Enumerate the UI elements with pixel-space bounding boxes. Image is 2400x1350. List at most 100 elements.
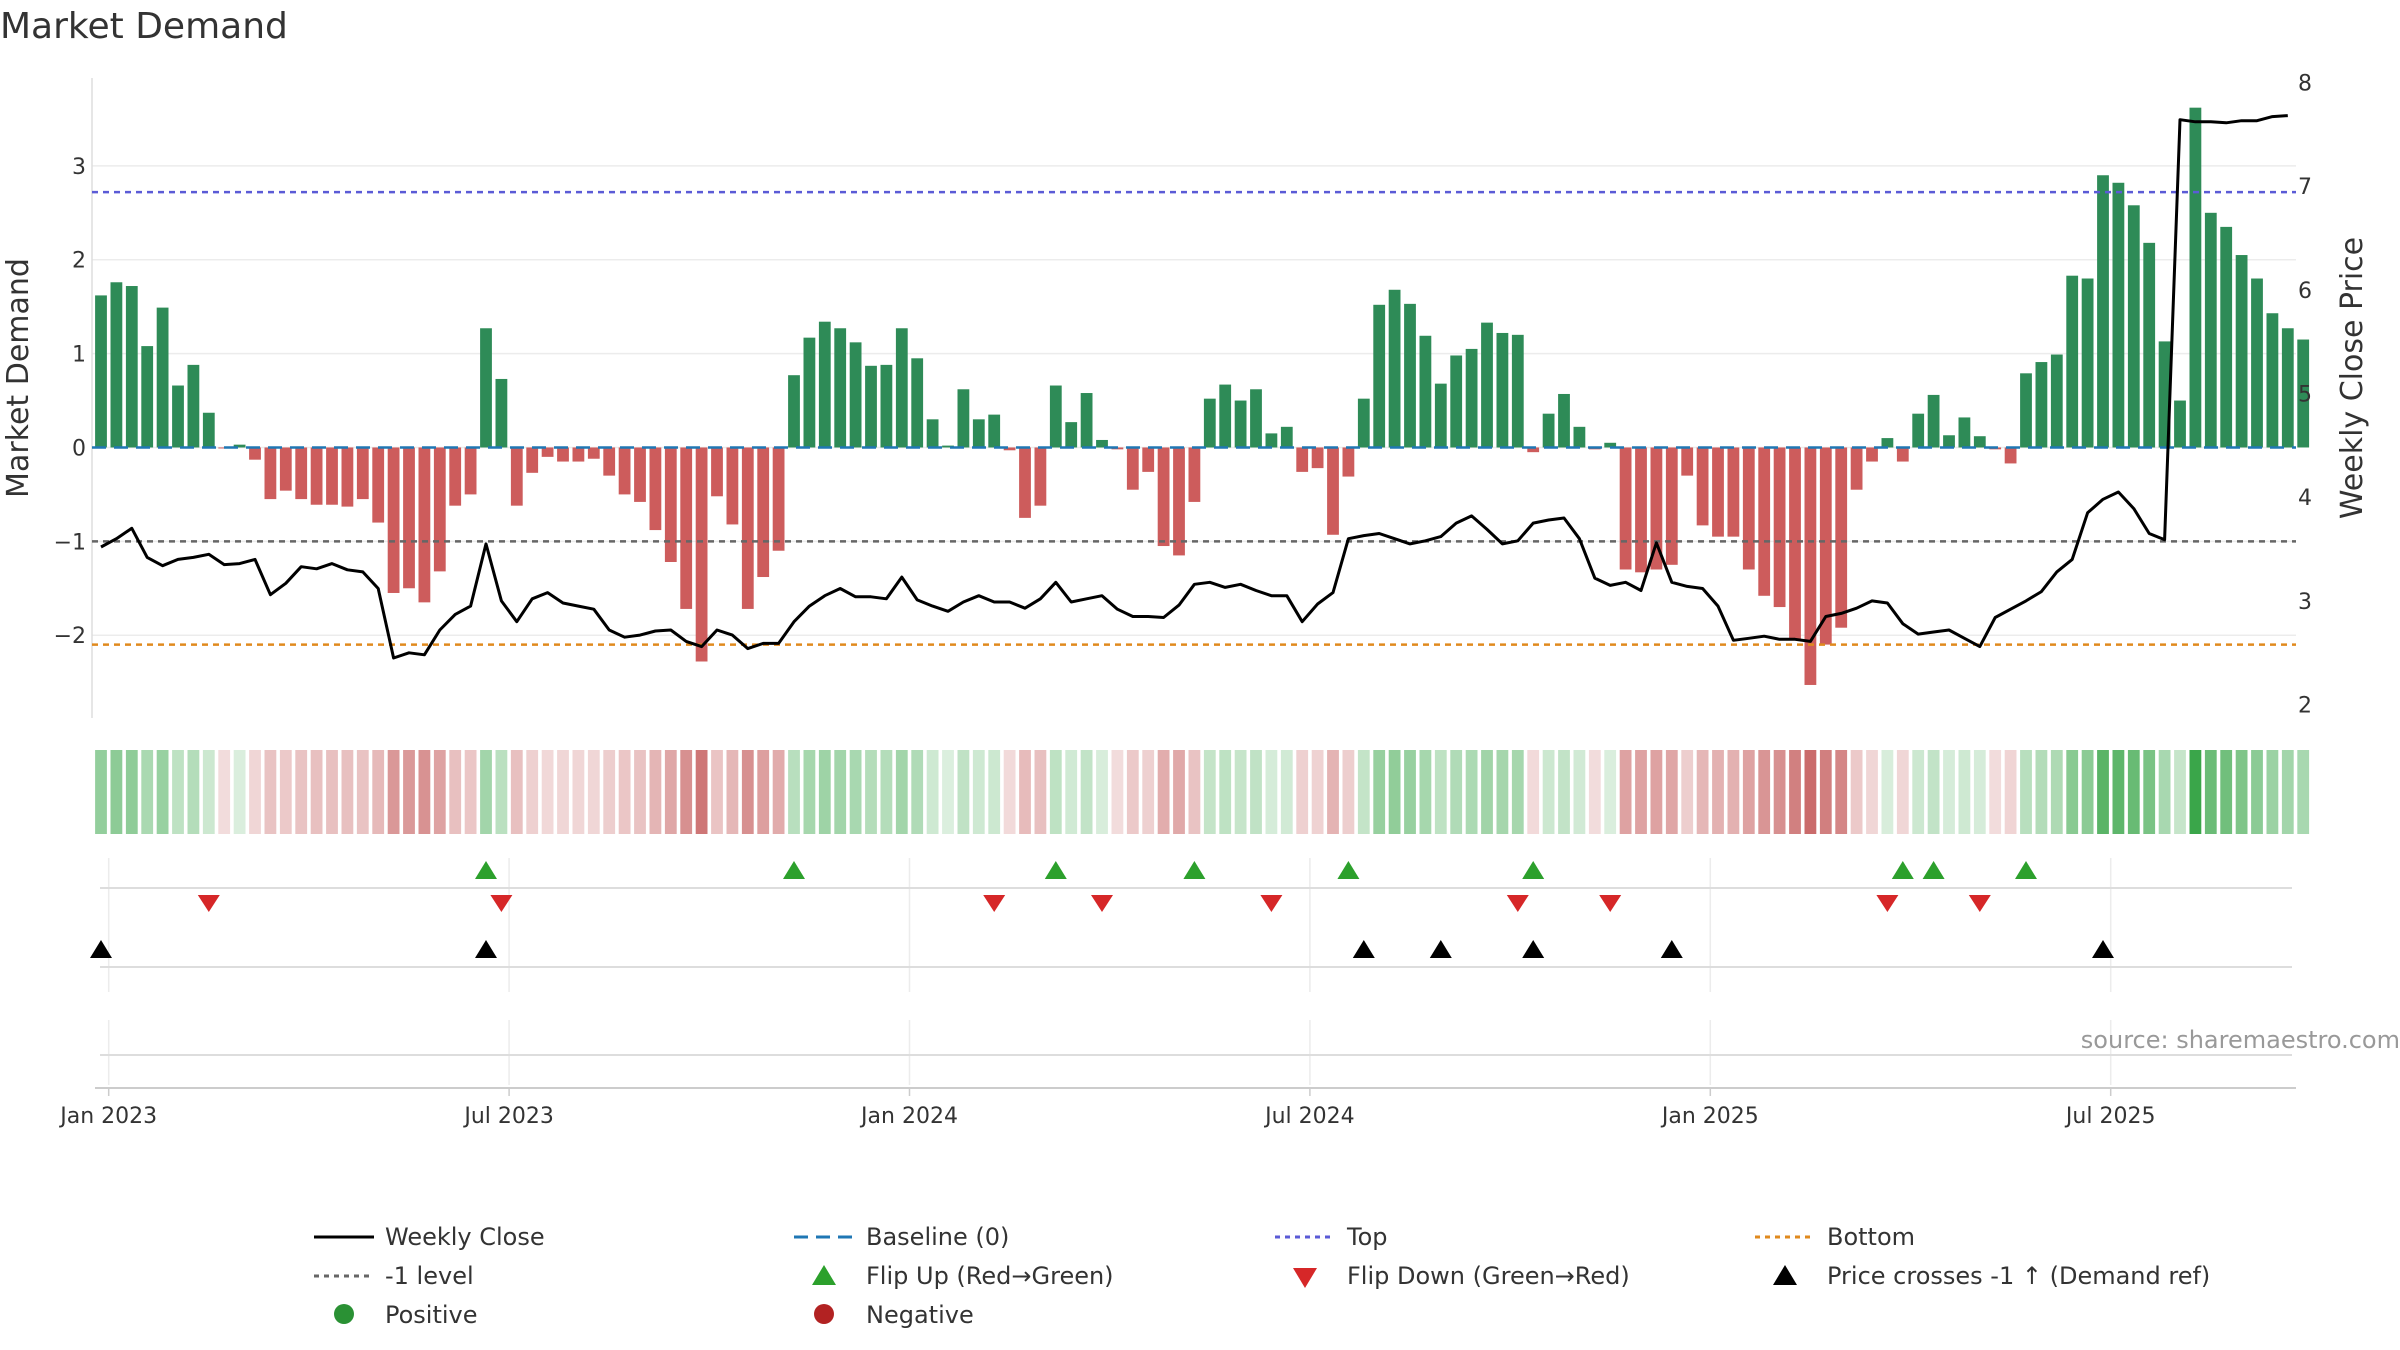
heat-cell (187, 750, 200, 834)
flip-down-marker (1506, 895, 1529, 912)
heat-cell (1188, 750, 1201, 834)
heat-cell (1958, 750, 1971, 834)
y-tick-label: 0 (72, 436, 86, 461)
demand-bar (2297, 339, 2310, 448)
demand-bar (1511, 334, 1524, 448)
demand-bar (2266, 313, 2279, 448)
legend-label-minus-one: -1 level (385, 1262, 474, 1290)
demand-bar (2174, 400, 2186, 448)
y2-tick-label: 6 (2298, 279, 2312, 304)
demand-bar (464, 447, 477, 495)
demand-bar (541, 447, 554, 457)
demand-bar (1280, 426, 1293, 448)
demand-bar (495, 378, 508, 448)
y2-tick-label: 5 (2298, 383, 2312, 408)
flip-up-marker (783, 861, 805, 879)
heat-cell (1219, 750, 1232, 834)
demand-bar (1573, 426, 1586, 448)
demand-bar (1650, 447, 1663, 570)
heat-cell (926, 750, 939, 834)
y2-tick-label: 7 (2298, 175, 2312, 200)
heat-cell (880, 750, 893, 834)
demand-bar (772, 447, 785, 551)
legend-swatch-flip-up (812, 1265, 836, 1285)
heat-cell (803, 750, 816, 834)
heat-cell (1819, 750, 1832, 834)
demand-bar (1419, 335, 1432, 448)
heat-cell (1511, 750, 1524, 834)
heat-cell (295, 750, 308, 834)
heat-cell (788, 750, 800, 834)
heat-cell (2035, 750, 2048, 834)
heat-cell (2127, 750, 2140, 834)
heat-cell (988, 750, 1001, 834)
demand-bar (1142, 447, 1155, 472)
demand-bar (1912, 413, 1925, 448)
heat-cell (757, 750, 770, 834)
heat-cell (2297, 750, 2310, 834)
demand-bar (2112, 182, 2125, 448)
x-tick-label: Jan 2025 (1660, 1104, 1759, 1129)
demand-bar (1296, 447, 1309, 472)
demand-bar (510, 447, 523, 506)
level-lines (92, 190, 2296, 646)
demand-bar (834, 328, 847, 448)
heat-cell (1804, 750, 1817, 834)
demand-bar (1049, 385, 1062, 448)
demand-bar (664, 447, 677, 562)
legend-item-weekly-close: Weekly Close (314, 1223, 545, 1251)
heat-cell (2143, 750, 2156, 834)
demand-bar (1065, 422, 1078, 448)
heat-cell (895, 750, 908, 834)
heat-cell (1019, 750, 1031, 834)
legend-swatch-flip-down (1293, 1268, 1317, 1288)
heat-cell (1758, 750, 1771, 834)
x-tick-label: Jan 2024 (859, 1104, 958, 1129)
flip-down-marker (1091, 895, 1113, 912)
demand-bar (1496, 332, 1509, 448)
heat-cell (1912, 750, 1925, 834)
demand-bar (1203, 398, 1216, 448)
heat-cell (1203, 750, 1216, 834)
heat-cell (834, 750, 847, 834)
demand-bar (757, 447, 770, 578)
demand-bar (1850, 447, 1863, 490)
legend-item-positive: Positive (334, 1301, 478, 1329)
y2-tick-label: 2 (2298, 694, 2312, 719)
demand-bar (2189, 107, 2202, 448)
demand-bar (2020, 373, 2032, 448)
heat-cell (1003, 750, 1016, 834)
legend-item-negative: Negative (814, 1301, 974, 1329)
demand-bar (1434, 383, 1447, 448)
y2-tick-label: 8 (2298, 71, 2312, 96)
heat-cell (818, 750, 831, 834)
legend-item-flip-up: Flip Up (Red→Green) (812, 1262, 1114, 1290)
flip-down-marker (983, 895, 1006, 912)
demand-bar (849, 342, 862, 448)
demand-bar (1558, 393, 1570, 448)
heat-cell (141, 750, 154, 834)
demand-bar (726, 447, 739, 525)
heat-cell (1789, 750, 1801, 834)
demand-bar (1388, 289, 1401, 448)
legend-item-top: Top (1275, 1223, 1388, 1251)
demand-bars (95, 107, 2310, 685)
demand-bar (125, 286, 138, 448)
heat-cell (1696, 750, 1709, 834)
demand-bar (895, 328, 908, 448)
demand-bar (249, 447, 261, 460)
demand-bar (1157, 447, 1170, 547)
demand-bar (2251, 278, 2263, 448)
flip-up-marker (1183, 861, 1206, 879)
demand-bar (1635, 447, 1647, 573)
heat-cell (2112, 750, 2125, 834)
heat-cell (1542, 750, 1555, 834)
weekly-close-polyline (100, 114, 2288, 660)
heat-cell (1650, 750, 1663, 834)
heat-cell (1250, 750, 1262, 834)
price-cross-marker (1522, 940, 1545, 958)
demand-bar (1835, 447, 1848, 628)
demand-bar (1973, 436, 1986, 448)
legend-label-positive: Positive (385, 1301, 478, 1329)
heat-cell (1265, 750, 1278, 834)
